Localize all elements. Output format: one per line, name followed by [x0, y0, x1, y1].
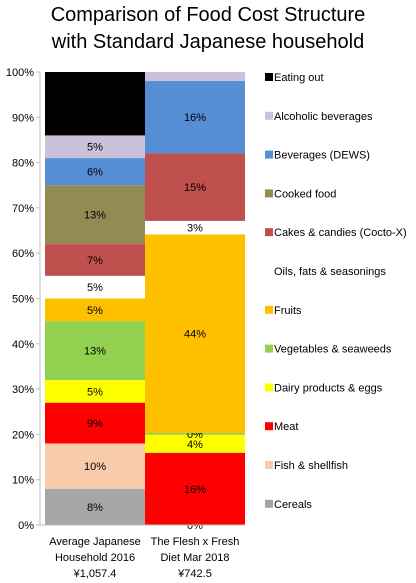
- legend-label: Dairy products & eggs: [274, 382, 383, 394]
- bar-segment: [145, 220, 245, 235]
- bar-segment: [45, 488, 145, 525]
- category-label: Household 2016: [55, 552, 135, 564]
- legend-swatch: [265, 267, 273, 275]
- data-label: 5%: [87, 305, 103, 317]
- bar-segment: [45, 244, 145, 276]
- data-label: 3%: [187, 223, 203, 235]
- legend-swatch: [265, 73, 273, 81]
- bar-segment: [45, 298, 145, 322]
- bar-segment: [45, 158, 145, 186]
- legend-swatch: [265, 383, 273, 392]
- data-label: 8%: [87, 502, 103, 514]
- data-label: 16%: [184, 484, 206, 496]
- y-tick-label: 30%: [12, 384, 34, 396]
- legend-swatch: [265, 499, 273, 508]
- legend-swatch: [265, 422, 273, 431]
- y-tick-label: 0%: [18, 520, 34, 532]
- legend-label: Cooked food: [274, 188, 336, 200]
- data-label: 10%: [84, 461, 106, 473]
- bar-segment: [45, 275, 145, 299]
- y-tick-label: 40%: [12, 339, 34, 351]
- chart-title: Comparison of Food Cost Structure with S…: [0, 2, 416, 56]
- y-tick-label: 60%: [12, 248, 34, 260]
- legend-label: Meat: [274, 421, 298, 433]
- legend-swatch: [265, 305, 273, 314]
- y-tick-label: 10%: [12, 475, 34, 487]
- y-tick-label: 100%: [6, 67, 34, 79]
- bar-segment: [45, 185, 145, 245]
- data-label: 44%: [184, 329, 206, 341]
- category-label: Average Japanese: [49, 536, 141, 548]
- data-label: 16%: [184, 112, 206, 124]
- legend: Eating out Alcoholic beverages Beverages (…: [265, 72, 407, 511]
- legend-swatch: [265, 461, 273, 469]
- y-tick-label: 90%: [12, 112, 34, 124]
- bar-segment: [145, 434, 245, 453]
- data-label: 7%: [87, 255, 103, 267]
- data-label: 14%: [84, 99, 106, 111]
- y-tick-label: 80%: [12, 158, 34, 170]
- legend-swatch: [265, 189, 273, 198]
- y-tick-label: 50%: [12, 294, 34, 306]
- category-label: ¥742.5: [177, 568, 212, 580]
- bar-segment: [45, 402, 145, 444]
- y-axis: 0% 10% 20% 30% 40% 50% 60% 70% 80% 90% 100%: [6, 67, 41, 532]
- legend-label: Cereals: [274, 499, 312, 511]
- legend-label: Eating out: [274, 72, 324, 84]
- y-tick-label: 70%: [12, 203, 34, 215]
- bars: 8%10%9%5%13%5%5%7%13%6%5%14%0%16%4%0%44%…: [40, 72, 245, 532]
- legend-label: Beverages (DEWS): [274, 150, 370, 162]
- y-tick-label: 20%: [12, 429, 34, 441]
- bar-segment: [145, 452, 245, 525]
- x-axis-categories: Average Japanese Household 2016 ¥1,057.4 Th…: [49, 536, 239, 580]
- bar-segment: [45, 72, 145, 136]
- legend-label: Vegetables & seaweeds: [274, 344, 392, 356]
- legend-label: Fruits: [274, 305, 302, 317]
- bar-segment: [145, 81, 245, 154]
- data-label: 13%: [84, 210, 106, 222]
- chart-title-line-2: with Standard Japanese household: [51, 31, 365, 53]
- legend-label: Cakes & candies (Cocto-X): [274, 227, 407, 239]
- bar-segment: [145, 234, 245, 433]
- category-label: Diet Mar 2018: [160, 552, 229, 564]
- data-label: 5%: [87, 282, 103, 294]
- bar-segment: [145, 72, 245, 82]
- legend-swatch: [265, 150, 273, 159]
- bar-segment: [45, 443, 145, 489]
- data-label: 6%: [87, 167, 103, 179]
- bar-segment: [145, 153, 245, 221]
- data-label: 15%: [184, 182, 206, 194]
- bar-segment: [45, 380, 145, 403]
- legend-label: Oils, fats & seasonings: [274, 266, 386, 278]
- chart-title-line-1: Comparison of Food Cost Structure: [50, 4, 366, 26]
- legend-label: Alcoholic beverages: [274, 111, 373, 123]
- bar-segment: [145, 432, 245, 435]
- legend-swatch: [265, 228, 273, 237]
- bar-segment: [45, 135, 145, 159]
- data-label: 5%: [87, 386, 103, 398]
- legend-label: Fish & shellfish: [274, 460, 348, 472]
- bar-segment: [45, 321, 145, 381]
- legend-swatch: [265, 344, 273, 353]
- category-label: ¥1,057.4: [73, 568, 117, 580]
- data-label: 13%: [84, 346, 106, 358]
- data-label: 4%: [187, 439, 203, 451]
- data-label: 9%: [87, 418, 103, 430]
- legend-swatch: [265, 111, 273, 120]
- category-label: The Flesh x Fresh: [151, 536, 240, 548]
- data-label: 5%: [87, 142, 103, 154]
